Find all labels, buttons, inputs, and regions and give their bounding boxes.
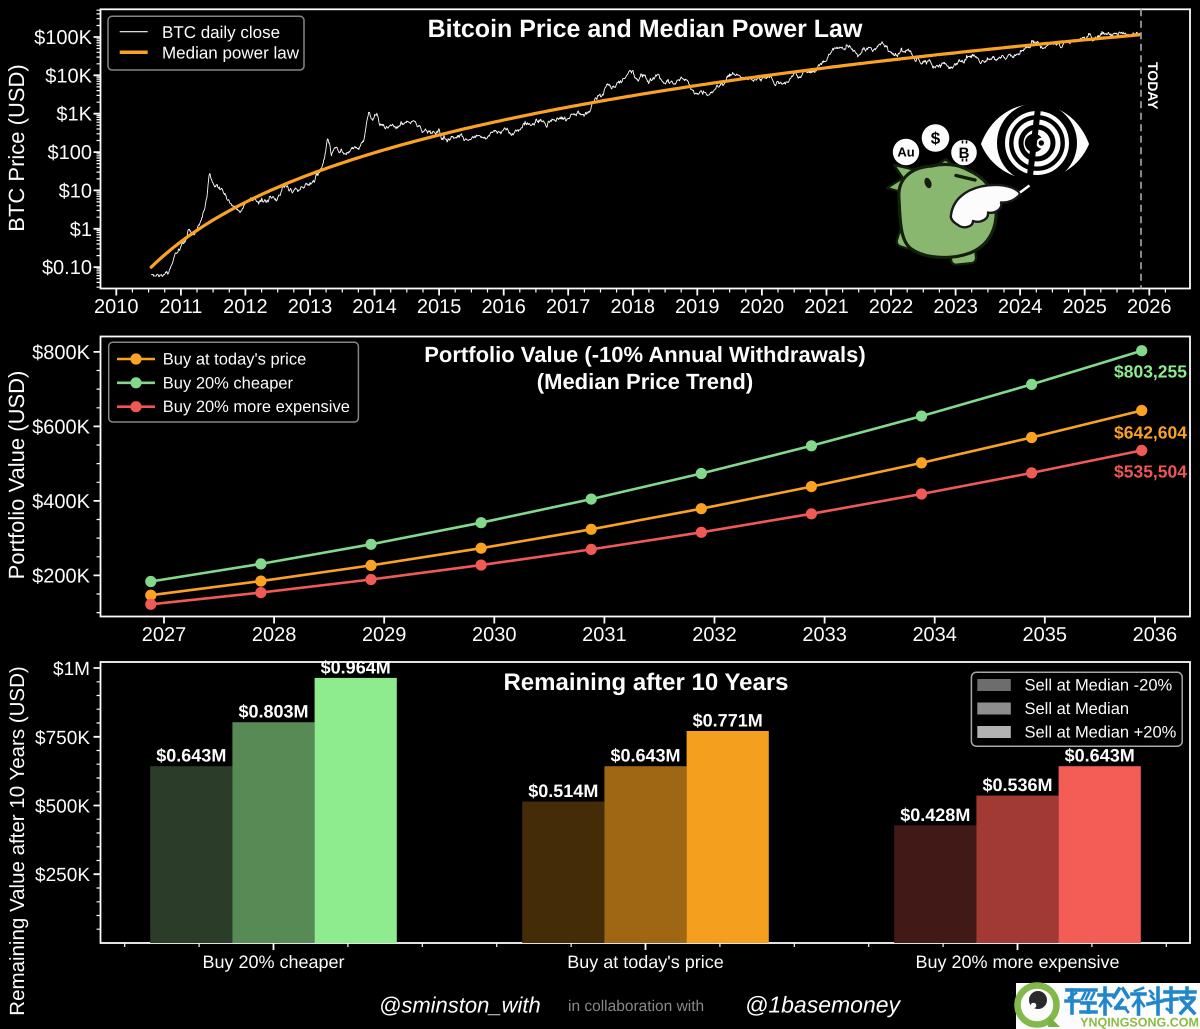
svg-text:Buy 20% cheaper: Buy 20% cheaper [202, 952, 344, 972]
svg-text:2034: 2034 [912, 624, 957, 646]
svg-text:2029: 2029 [362, 624, 407, 646]
svg-text:Remaining Value after 10 Years: Remaining Value after 10 Years (USD) [6, 666, 29, 1015]
svg-text:2030: 2030 [472, 624, 517, 646]
svg-text:$0.10: $0.10 [42, 257, 92, 279]
svg-text:2011: 2011 [159, 296, 202, 318]
svg-text:$0.964M: $0.964M [321, 657, 391, 677]
svg-text:$800K: $800K [32, 342, 90, 364]
svg-text:2020: 2020 [740, 296, 785, 318]
svg-text:$0.514M: $0.514M [528, 781, 598, 801]
svg-text:$100K: $100K [34, 27, 92, 49]
svg-text:Buy at today's price: Buy at today's price [567, 952, 724, 972]
svg-text:$0.643M: $0.643M [156, 746, 226, 766]
svg-text:2035: 2035 [1023, 624, 1068, 646]
svg-text:2010: 2010 [94, 296, 139, 318]
svg-text:2019: 2019 [675, 296, 720, 318]
svg-text:$10K: $10K [45, 65, 92, 87]
svg-text:2027: 2027 [142, 624, 187, 646]
svg-text:$200K: $200K [32, 565, 90, 587]
svg-text:$400K: $400K [32, 491, 90, 513]
svg-text:Bitcoin Price and Median Power: Bitcoin Price and Median Power Law [428, 15, 863, 43]
svg-text:Portfolio Value (USD): Portfolio Value (USD) [4, 371, 29, 580]
svg-text:Buy at today's price: Buy at today's price [163, 351, 306, 369]
svg-text:(Median Price Trend): (Median Price Trend) [537, 369, 753, 394]
svg-text:2016: 2016 [481, 296, 526, 318]
svg-text:$10: $10 [59, 180, 92, 202]
svg-text:in collaboration with: in collaboration with [568, 998, 704, 1015]
svg-text:2028: 2028 [252, 624, 297, 646]
svg-text:$600K: $600K [32, 416, 90, 438]
svg-text:@1basemoney: @1basemoney [745, 992, 902, 1018]
svg-text:2015: 2015 [417, 296, 462, 318]
svg-text:$: $ [931, 129, 941, 148]
svg-text:Sell at Median -20%: Sell at Median -20% [1025, 676, 1173, 694]
svg-text:Buy 20% cheaper: Buy 20% cheaper [163, 374, 294, 392]
svg-text:2017: 2017 [546, 296, 591, 318]
svg-text:$0.771M: $0.771M [693, 711, 763, 731]
svg-text:2036: 2036 [1133, 624, 1178, 646]
svg-text:$250K: $250K [35, 865, 90, 886]
svg-text:$750K: $750K [35, 728, 90, 749]
svg-text:BTC Price (USD): BTC Price (USD) [4, 64, 29, 231]
svg-text:Remaining after 10 Years: Remaining after 10 Years [503, 669, 788, 696]
svg-text:2022: 2022 [869, 296, 914, 318]
svg-text:2026: 2026 [1127, 296, 1172, 318]
svg-text:$1: $1 [70, 219, 92, 241]
svg-text:$0.643M: $0.643M [1065, 746, 1135, 766]
svg-text:2023: 2023 [933, 296, 978, 318]
svg-text:2013: 2013 [288, 296, 333, 318]
svg-text:$1M: $1M [53, 659, 90, 680]
svg-text:2032: 2032 [692, 624, 737, 646]
svg-text:B: B [959, 145, 970, 162]
svg-text:$803,255: $803,255 [1114, 362, 1187, 382]
svg-text:Au: Au [897, 145, 914, 160]
svg-text:2014: 2014 [352, 296, 397, 318]
svg-text:$642,604: $642,604 [1114, 423, 1187, 443]
svg-text:2021: 2021 [804, 296, 849, 318]
svg-text:2031: 2031 [582, 624, 627, 646]
svg-text:2024: 2024 [998, 296, 1043, 318]
svg-text:$0.803M: $0.803M [238, 702, 308, 722]
svg-text:2018: 2018 [611, 296, 656, 318]
svg-text:$0.428M: $0.428M [900, 805, 970, 825]
svg-text:Buy 20% more expensive: Buy 20% more expensive [163, 398, 350, 416]
svg-text:$0.643M: $0.643M [610, 746, 680, 766]
svg-text:TODAY: TODAY [1145, 62, 1161, 110]
svg-text:Sell at Median +20%: Sell at Median +20% [1025, 723, 1177, 741]
svg-text:$100: $100 [48, 142, 93, 164]
svg-text:2025: 2025 [1062, 296, 1107, 318]
svg-text:2033: 2033 [802, 624, 847, 646]
svg-text:2012: 2012 [223, 296, 268, 318]
svg-text:Median power law: Median power law [162, 43, 300, 62]
svg-text:Sell at Median: Sell at Median [1025, 700, 1130, 718]
svg-text:Buy 20% more expensive: Buy 20% more expensive [915, 952, 1119, 972]
svg-text:$535,504: $535,504 [1114, 461, 1187, 481]
svg-text:@sminston_with: @sminston_with [379, 993, 541, 1018]
svg-text:Portfolio Value (-10% Annual W: Portfolio Value (-10% Annual Withdrawals… [424, 342, 865, 367]
svg-text:YNQINGSONG.COM: YNQINGSONG.COM [1080, 1016, 1199, 1029]
svg-text:$1K: $1K [56, 104, 92, 126]
svg-text:$500K: $500K [35, 797, 90, 818]
svg-text:$0.536M: $0.536M [982, 775, 1052, 795]
svg-text:BTC daily close: BTC daily close [162, 23, 280, 42]
